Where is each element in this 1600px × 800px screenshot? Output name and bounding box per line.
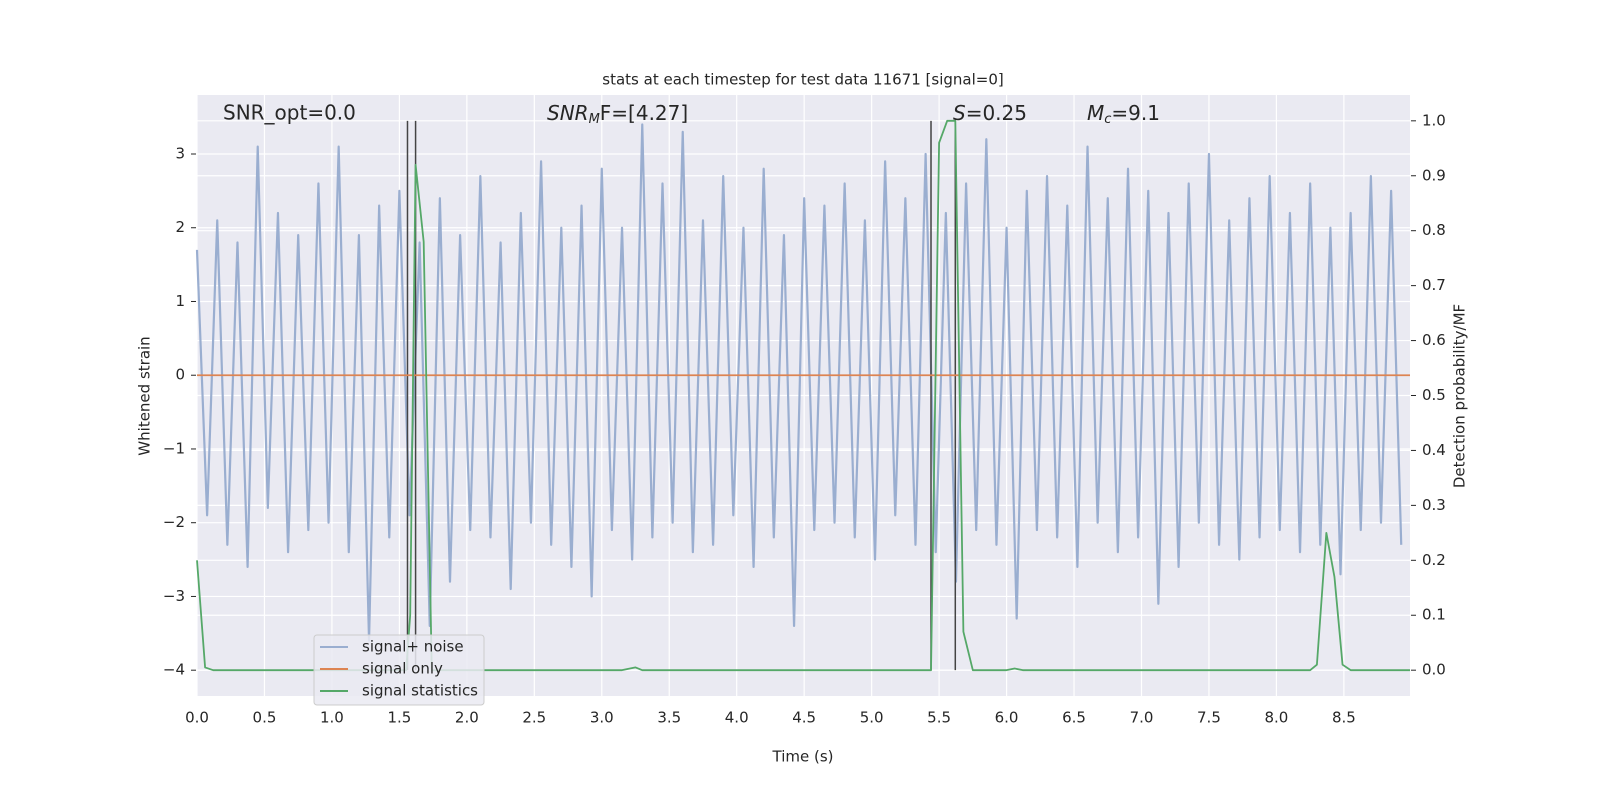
x-tick-label: 8.5 <box>1332 709 1356 727</box>
y-tick-label: −3 <box>163 587 185 605</box>
x-tick-label: 6.5 <box>1062 709 1086 727</box>
y2-tick-label: 0.2 <box>1422 551 1446 569</box>
x-tick-label: 7.5 <box>1197 709 1221 727</box>
y2-tick-label: 1.0 <box>1422 111 1446 129</box>
foreground: 0.0 0.5 1.0 1.5 2.0 2.5 3.0 3.5 4.0 4.5 5.0 5.5 6.0 6… <box>163 101 1446 727</box>
y-tick-label: −2 <box>163 513 185 531</box>
y-tick-label: −1 <box>163 439 185 457</box>
annotation-base: S <box>953 101 966 125</box>
x-tick-label: 2.0 <box>455 709 479 727</box>
legend-label: signal+ noise <box>362 638 464 656</box>
x-tick-label: 1.5 <box>387 709 411 727</box>
x-tick-label: 3.0 <box>590 709 614 727</box>
annotation-sub: M <box>589 112 600 127</box>
y-tick-label: 1 <box>175 292 185 310</box>
y-axis-label: Whitened strain <box>136 336 154 455</box>
legend-box <box>313 634 485 706</box>
y-tick-label: 2 <box>175 218 185 236</box>
annotation: SNRMF=[4.27] <box>547 101 688 127</box>
annotation-rest: F=[4.27] <box>600 101 688 125</box>
annotation: S=0.25 <box>953 101 1027 125</box>
y-tick-label: 0 <box>175 366 185 384</box>
x-tick-label: 0.5 <box>253 709 277 727</box>
y2-tick-label: 0.3 <box>1422 496 1446 514</box>
x-axis-label: Time (s) <box>772 748 834 766</box>
x-tick-label: 5.5 <box>927 709 951 727</box>
annotation-rest: =0.25 <box>966 101 1027 125</box>
annotation: Mc=9.1 <box>1087 101 1160 127</box>
y2-tick-label: 0.7 <box>1422 276 1446 294</box>
annotation: SNR_opt=0.0 <box>223 101 356 125</box>
x-tick-label: 6.0 <box>995 709 1019 727</box>
x-tick-label: 3.5 <box>657 709 681 727</box>
x-tick-label: 4.5 <box>792 709 816 727</box>
annotation-base: SNR <box>547 101 589 125</box>
annotation-sub: c <box>1104 112 1111 127</box>
legend-label: signal statistics <box>362 682 478 700</box>
y2-axis-label: Detection probability/MF <box>1451 304 1469 488</box>
x-tick-label: 2.5 <box>522 709 546 727</box>
chart-title: stats at each timestep for test data 116… <box>602 71 1003 89</box>
y-tick-label: −4 <box>163 661 185 679</box>
y-tick-label: 3 <box>175 144 185 162</box>
x-tick-label: 8.0 <box>1264 709 1288 727</box>
x-tick-label: 7.0 <box>1130 709 1154 727</box>
y2-tick-label: 0.9 <box>1422 166 1446 184</box>
y2-tick-label: 0.8 <box>1422 221 1446 239</box>
y2-tick-label: 0.6 <box>1422 331 1446 349</box>
marks <box>195 119 1410 672</box>
y2-tick-label: 0.5 <box>1422 386 1446 404</box>
series-line <box>196 119 1410 672</box>
annotation-base: M <box>1087 101 1104 125</box>
x-tick-label: 4.0 <box>725 709 749 727</box>
x-tick-label: 1.0 <box>320 709 344 727</box>
x-tick-label: 5.0 <box>860 709 884 727</box>
x-tick-label: 0.0 <box>185 709 209 727</box>
y2-tick-label: 0.0 <box>1422 661 1446 679</box>
series-line <box>195 123 1403 642</box>
y2-tick-label: 0.1 <box>1422 606 1446 624</box>
annotation-rest: =9.1 <box>1111 101 1160 125</box>
y2-tick-label: 0.4 <box>1422 441 1446 459</box>
legend-label: signal only <box>362 660 443 678</box>
